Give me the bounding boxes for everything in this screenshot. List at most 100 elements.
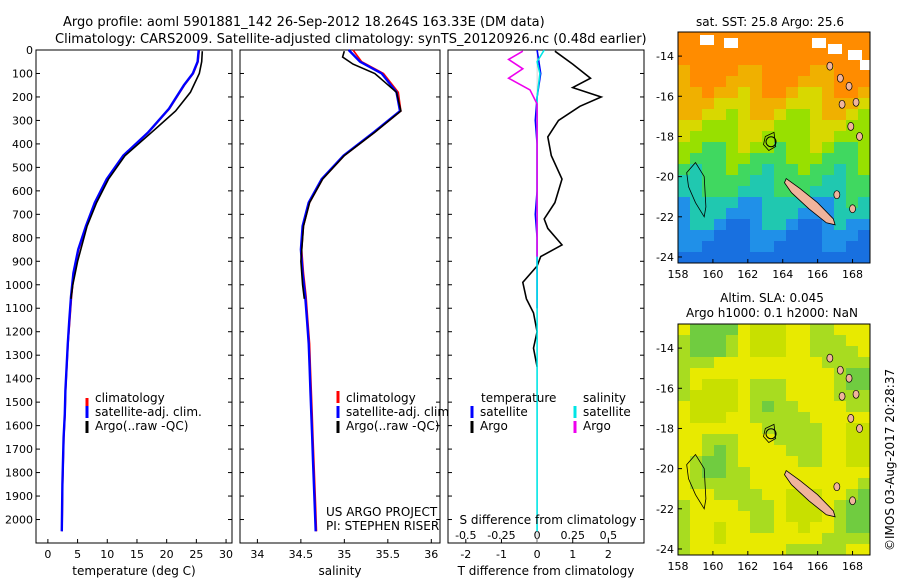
map-cell: [738, 423, 750, 434]
map-cell: [726, 401, 738, 412]
map-cell: [726, 109, 738, 120]
map-cell: [750, 478, 762, 489]
map-cell: [798, 131, 810, 142]
map-cell: [750, 87, 762, 98]
map-cell: [678, 208, 690, 219]
x-tick-label: 25: [189, 548, 203, 561]
map-cell: [774, 533, 786, 544]
map-cell: [798, 252, 810, 263]
map-cell: [690, 335, 702, 346]
map-cell: [786, 153, 798, 164]
map-bottom-title1: Altim. SLA: 0.045: [720, 291, 824, 305]
map-cell: [846, 109, 858, 120]
map-cell: [714, 164, 726, 175]
map-cell: [738, 379, 750, 390]
map-cell: [798, 32, 810, 43]
map-cell: [822, 324, 834, 335]
map-cell: [762, 544, 774, 555]
map-cell: [858, 175, 870, 186]
map-cell: [714, 401, 726, 412]
map-cell: [810, 379, 822, 390]
map-cell: [786, 533, 798, 544]
map-cell: [762, 186, 774, 197]
map-cell: [774, 379, 786, 390]
map-cell: [810, 511, 822, 522]
map-cell: [690, 230, 702, 241]
map-cell: [774, 467, 786, 478]
map-cell: [774, 142, 786, 153]
map-cell: [822, 65, 834, 76]
map-cell: [702, 533, 714, 544]
map-cell: [678, 456, 690, 467]
map-cell: [750, 65, 762, 76]
map-cell: [774, 32, 786, 43]
map-cell: [738, 252, 750, 263]
map-cell: [858, 379, 870, 390]
map-cell: [798, 412, 810, 423]
map-cell: [774, 368, 786, 379]
x-tick-label: 34.5: [289, 548, 314, 561]
island-new-caledonia: [784, 177, 836, 226]
map-cell: [846, 445, 858, 456]
map-cell: [690, 467, 702, 478]
map-cell: [762, 423, 774, 434]
map-cell: [846, 76, 858, 87]
map-cell: [774, 98, 786, 109]
map-cell: [834, 208, 846, 219]
map-cell: [678, 390, 690, 401]
y-tick-label: 2000: [5, 514, 33, 527]
map-cell: [846, 401, 858, 412]
map-cell: [762, 65, 774, 76]
map-cell: [714, 478, 726, 489]
small-island: [845, 373, 853, 383]
map-cell: [762, 219, 774, 230]
map-cell: [846, 423, 858, 434]
map-cell: [858, 120, 870, 131]
map-cell: [678, 511, 690, 522]
difference-lines: [507, 49, 604, 543]
map-cell: [714, 412, 726, 423]
map-cell: [690, 32, 702, 43]
map-cell: [822, 412, 834, 423]
map-cell: [726, 434, 738, 445]
map-cell: [726, 412, 738, 423]
map-cell: [702, 401, 714, 412]
map-cell: [750, 456, 762, 467]
map-cell: [798, 445, 810, 456]
x2-tick-label: -0.25: [487, 529, 515, 542]
credit-stamp: ©IMOS 03-Aug-2017 20:28:37: [883, 369, 897, 551]
map-cell: [738, 219, 750, 230]
map-cell: [702, 109, 714, 120]
map-cell: [834, 533, 846, 544]
map-cell: [786, 219, 798, 230]
map-cell: [810, 65, 822, 76]
map-cell: [702, 164, 714, 175]
small-island: [849, 496, 856, 506]
map-cell: [762, 175, 774, 186]
y-tick-label: 1500: [5, 396, 33, 409]
map-cell: [834, 197, 846, 208]
map-cell: [846, 544, 858, 555]
map-cell: [822, 219, 834, 230]
map-cell: [822, 346, 834, 357]
map-cell: [690, 324, 702, 335]
map-cell: [762, 252, 774, 263]
map-cell: [678, 142, 690, 153]
map-cell: [834, 241, 846, 252]
map-cell: [846, 533, 858, 544]
map-cell: [822, 230, 834, 241]
map-cell: [774, 208, 786, 219]
map-cell: [810, 401, 822, 412]
map-cell: [810, 175, 822, 186]
map-cell: [702, 131, 714, 142]
map-cell: [738, 346, 750, 357]
map-cell: [786, 346, 798, 357]
map-frame: [677, 31, 871, 264]
map-cell: [798, 456, 810, 467]
map-cell: [858, 230, 870, 241]
missing-data-patch: [848, 50, 862, 60]
map-cell: [798, 54, 810, 65]
map-cell: [678, 252, 690, 263]
map-x-tick-label: 162: [737, 268, 758, 281]
legend3-s-sat-label: satellite: [583, 405, 631, 419]
